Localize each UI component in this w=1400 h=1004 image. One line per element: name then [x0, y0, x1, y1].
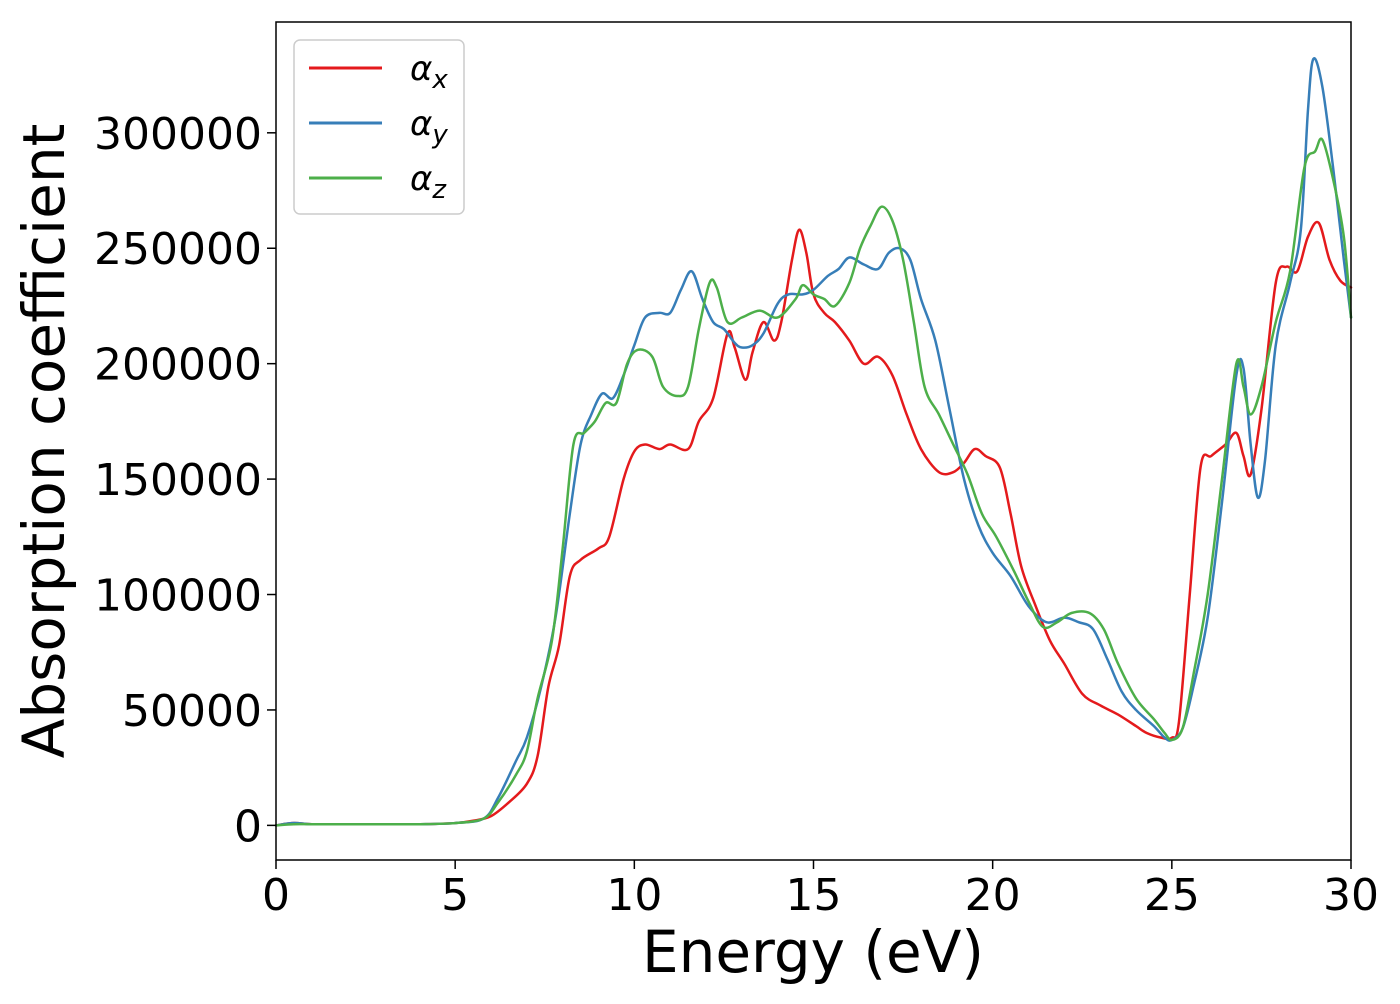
series-line-y: [274, 57, 1353, 827]
x-tick-label-20: 20: [965, 870, 1021, 921]
y-tick-label-100000: 100000: [94, 571, 262, 622]
x-tick-label-0: 0: [262, 870, 290, 921]
tick-layer: 0 5 10 15 20 25 30 0 50000 100000 150000 200000 2500…: [94, 109, 1379, 921]
y-tick-label-300000: 300000: [94, 109, 262, 160]
y-tick-label-150000: 150000: [94, 455, 262, 506]
y-tick-label-0: 0: [234, 801, 262, 852]
y-tick-label-250000: 250000: [94, 224, 262, 275]
series-line-x: [274, 220, 1353, 827]
series-layer: [274, 57, 1353, 827]
series-line-z: [274, 137, 1353, 827]
x-tick-label-10: 10: [606, 870, 662, 921]
y-tick-label-200000: 200000: [94, 340, 262, 391]
legend-box: [293, 39, 465, 215]
y-tick-label-50000: 50000: [122, 686, 262, 737]
x-tick-label-15: 15: [786, 870, 842, 921]
x-tick-label-30: 30: [1323, 870, 1379, 921]
x-tick-label-5: 5: [441, 870, 469, 921]
x-axis-title: Energy (eV): [642, 918, 984, 986]
y-axis-title: Absorption coefficient: [10, 124, 78, 759]
x-tick-label-25: 25: [1144, 870, 1200, 921]
